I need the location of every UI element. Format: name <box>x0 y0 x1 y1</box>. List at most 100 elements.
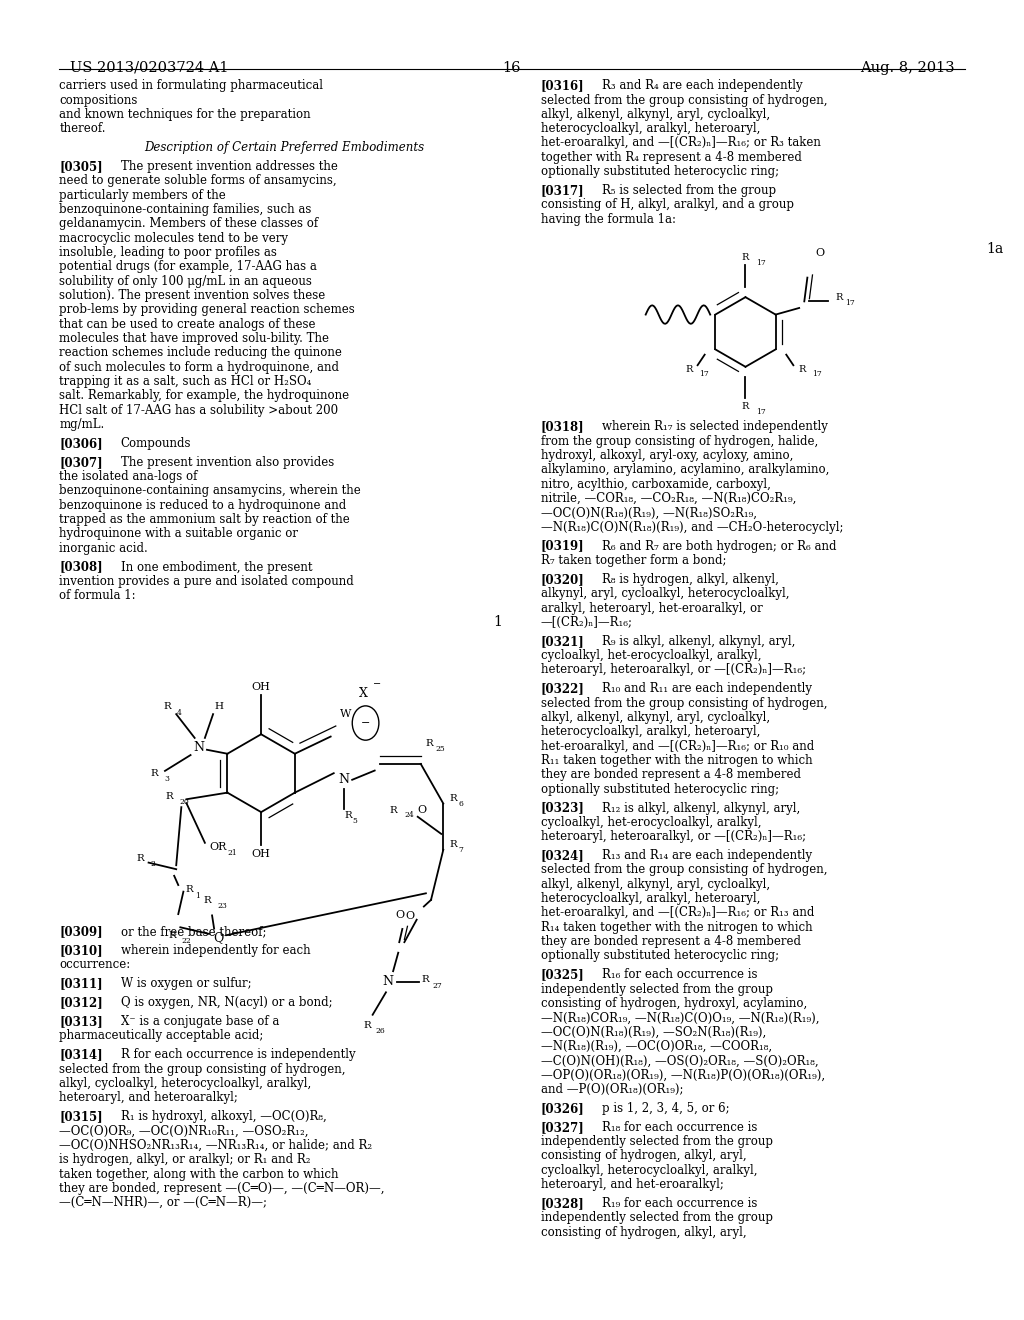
Text: macrocyclic molecules tend to be very: macrocyclic molecules tend to be very <box>59 232 289 244</box>
Text: alkyl, alkenyl, alkynyl, aryl, cycloalkyl,: alkyl, alkenyl, alkynyl, aryl, cycloalky… <box>541 878 770 891</box>
Text: Aug. 8, 2013: Aug. 8, 2013 <box>860 61 954 75</box>
Text: p is 1, 2, 3, 4, 5, or 6;: p is 1, 2, 3, 4, 5, or 6; <box>602 1102 730 1115</box>
Text: thereof.: thereof. <box>59 123 105 135</box>
Text: N: N <box>383 975 393 989</box>
Text: occurrence:: occurrence: <box>59 958 131 972</box>
Text: salt. Remarkably, for example, the hydroquinone: salt. Remarkably, for example, the hydro… <box>59 389 349 403</box>
Text: R₅ is selected from the group: R₅ is selected from the group <box>602 183 776 197</box>
Text: [0322]: [0322] <box>541 682 585 696</box>
Text: 1: 1 <box>195 891 200 900</box>
Text: cycloalkyl, heterocycloalkyl, aralkyl,: cycloalkyl, heterocycloalkyl, aralkyl, <box>541 1164 757 1176</box>
Text: In one embodiment, the present: In one embodiment, the present <box>121 561 312 574</box>
Text: taken together, along with the carbon to which: taken together, along with the carbon to… <box>59 1168 339 1180</box>
Text: —N(R₁₈)(R₁₉), —OC(O)OR₁₈, —COOR₁₈,: —N(R₁₈)(R₁₉), —OC(O)OR₁₈, —COOR₁₈, <box>541 1040 772 1053</box>
Text: —N(R₁₈)C(O)N(R₁₈)(R₁₉), and —CH₂O-heterocyclyl;: —N(R₁₈)C(O)N(R₁₈)(R₁₉), and —CH₂O-hetero… <box>541 520 843 533</box>
Text: [0321]: [0321] <box>541 635 585 648</box>
Text: The present invention also provides: The present invention also provides <box>121 455 334 469</box>
Text: [0317]: [0317] <box>541 183 585 197</box>
Text: —OC(O)N(R₁₈)(R₁₉), —SO₂N(R₁₈)(R₁₉),: —OC(O)N(R₁₈)(R₁₉), —SO₂N(R₁₈)(R₁₉), <box>541 1026 766 1039</box>
Text: R: R <box>137 854 144 863</box>
Text: insoluble, leading to poor profiles as: insoluble, leading to poor profiles as <box>59 246 278 259</box>
Text: het­eroaralkyl, and —[(CR₂)ₙ]—R₁₆; or R₃ taken: het­eroaralkyl, and —[(CR₂)ₙ]—R₁₆; or R₃… <box>541 136 820 149</box>
Text: independently selected from the group: independently selected from the group <box>541 982 773 995</box>
Text: Q is oxygen, NR, N(acyl) or a bond;: Q is oxygen, NR, N(acyl) or a bond; <box>121 997 333 1008</box>
Text: R₆ and R₇ are both hydrogen; or R₆ and: R₆ and R₇ are both hydrogen; or R₆ and <box>602 540 837 553</box>
Text: potential drugs (for example, 17-AAG has a: potential drugs (for example, 17-AAG has… <box>59 260 317 273</box>
Text: O: O <box>815 248 824 257</box>
Text: OH: OH <box>252 849 270 859</box>
Text: X: X <box>359 688 368 701</box>
Text: Q: Q <box>213 932 223 944</box>
Text: R₉ is alkyl, alkenyl, alkynyl, aryl,: R₉ is alkyl, alkenyl, alkynyl, aryl, <box>602 635 796 648</box>
Text: O: O <box>406 911 415 921</box>
Text: [0323]: [0323] <box>541 801 585 814</box>
Text: nitrile, —COR₁₈, —CO₂R₁₈, —N(R₁₈)CO₂R₁₉,: nitrile, —COR₁₈, —CO₂R₁₈, —N(R₁₈)CO₂R₁₉, <box>541 492 796 506</box>
Text: heteroaryl, heteroaralkyl, or —[(CR₂)ₙ]—R₁₆;: heteroaryl, heteroaralkyl, or —[(CR₂)ₙ]—… <box>541 830 806 843</box>
Text: [0318]: [0318] <box>541 421 585 433</box>
Text: R: R <box>185 884 194 894</box>
Text: R: R <box>344 812 351 821</box>
Text: 4: 4 <box>177 709 182 717</box>
Text: O: O <box>395 909 404 920</box>
Text: consisting of hydrogen, hydroxyl, acylamino,: consisting of hydrogen, hydroxyl, acylam… <box>541 997 807 1010</box>
Text: selected from the group consisting of hydrogen,: selected from the group consisting of hy… <box>541 697 827 710</box>
Text: O: O <box>418 805 427 816</box>
Text: nitro, acylthio, carboxamide, carboxyl,: nitro, acylthio, carboxamide, carboxyl, <box>541 478 770 491</box>
Text: independently selected from the group: independently selected from the group <box>541 1135 773 1148</box>
Text: The present invention addresses the: The present invention addresses the <box>121 160 338 173</box>
Text: [0326]: [0326] <box>541 1102 585 1115</box>
Text: heterocycloalkyl, aralkyl, heteroaryl,: heterocycloalkyl, aralkyl, heteroaryl, <box>541 123 760 135</box>
Text: carriers used in formulating pharmaceutical: carriers used in formulating pharmaceuti… <box>59 79 324 92</box>
Text: and known techniques for the preparation: and known techniques for the preparation <box>59 108 311 121</box>
Text: R: R <box>164 702 171 711</box>
Text: inorganic acid.: inorganic acid. <box>59 541 148 554</box>
Text: hydroquinone with a suitable organic or: hydroquinone with a suitable organic or <box>59 528 298 540</box>
Text: molecules that have improved solu­bility. The: molecules that have improved solu­bility… <box>59 331 330 345</box>
Text: X⁻ is a conjugate base of a: X⁻ is a conjugate base of a <box>121 1015 280 1028</box>
Text: mg/mL.: mg/mL. <box>59 418 104 430</box>
Text: R₁₆ for each occurrence is: R₁₆ for each occurrence is <box>602 969 758 981</box>
Text: R for each occurrence is independently: R for each occurrence is independently <box>121 1048 355 1061</box>
Text: wherein R₁₇ is selected independently: wherein R₁₇ is selected independently <box>602 421 828 433</box>
Text: —OC(O)N(R₁₈)(R₁₉), —N(R₁₈)SO₂R₁₉,: —OC(O)N(R₁₈)(R₁₉), —N(R₁₈)SO₂R₁₉, <box>541 507 757 519</box>
Text: HCl salt of 17-AAG has a solubility >about 200: HCl salt of 17-AAG has a solubility >abo… <box>59 404 339 417</box>
Text: [0314]: [0314] <box>59 1048 103 1061</box>
Text: het­eroaralkyl, and —[(CR₂)ₙ]—R₁₆; or R₁₃ and: het­eroaralkyl, and —[(CR₂)ₙ]—R₁₆; or R₁… <box>541 907 814 920</box>
Text: that can be used to create analogs of these: that can be used to create analogs of th… <box>59 318 315 330</box>
Text: 3: 3 <box>164 775 169 783</box>
Text: R: R <box>450 793 457 803</box>
Text: 21: 21 <box>227 849 238 858</box>
Text: they are bonded represent a 4-8 membered: they are bonded represent a 4-8 membered <box>541 935 801 948</box>
Text: geldanamycin. Members of these classes of: geldanamycin. Members of these classes o… <box>59 218 318 230</box>
Text: cycloalkyl, het­erocycloalkyl, aralkyl,: cycloalkyl, het­erocycloalkyl, aralkyl, <box>541 649 761 663</box>
Text: —OC(O)NHSO₂NR₁₃R₁₄, —NR₁₃R₁₄, or halide; and R₂: —OC(O)NHSO₂NR₁₃R₁₄, —NR₁₃R₁₄, or halide;… <box>59 1139 373 1152</box>
Text: selected from the group consisting of hydrogen,: selected from the group consisting of hy… <box>541 94 827 107</box>
Text: —(C═N—NHR)—, or —(C═N—R)—;: —(C═N—NHR)—, or —(C═N—R)—; <box>59 1196 267 1209</box>
Text: 1a: 1a <box>986 243 1004 256</box>
Text: from the group consisting of hydrogen, halide,: from the group consisting of hydrogen, h… <box>541 434 818 447</box>
Text: N: N <box>339 774 349 787</box>
Text: alkyl, alkenyl, alkynyl, aryl, cycloalkyl,: alkyl, alkenyl, alkynyl, aryl, cycloalky… <box>541 711 770 723</box>
Text: W: W <box>340 709 351 719</box>
Text: selected from the group consisting of hydrogen,: selected from the group consisting of hy… <box>541 863 827 876</box>
Text: H: H <box>214 702 223 711</box>
Text: OR: OR <box>209 842 226 851</box>
Text: benzoquinone-containing families, such as: benzoquinone-containing families, such a… <box>59 203 311 216</box>
Text: the isolated ana­logs of: the isolated ana­logs of <box>59 470 198 483</box>
Text: heterocycloalkyl, aralkyl, heteroaryl,: heterocycloalkyl, aralkyl, heteroaryl, <box>541 726 760 738</box>
Text: R: R <box>389 805 397 814</box>
Text: 6: 6 <box>459 800 464 808</box>
Text: heteroaryl, and heteroaralkyl;: heteroaryl, and heteroaralkyl; <box>59 1092 239 1105</box>
Text: having the formula 1a:: having the formula 1a: <box>541 213 676 226</box>
Text: [0308]: [0308] <box>59 561 103 574</box>
Text: selected from the group consisting of hydrogen,: selected from the group consisting of hy… <box>59 1063 346 1076</box>
Text: 1: 1 <box>493 615 502 628</box>
Text: R₇ taken together form a bond;: R₇ taken together form a bond; <box>541 554 726 566</box>
Text: pharmaceutically acceptable acid;: pharmaceutically acceptable acid; <box>59 1030 264 1043</box>
Text: −: − <box>373 680 381 689</box>
Text: R: R <box>422 974 429 983</box>
Text: benzoquinone is reduced to a hydroquinone and: benzoquinone is reduced to a hydroquinon… <box>59 499 347 512</box>
Text: [0310]: [0310] <box>59 944 103 957</box>
Text: 7: 7 <box>459 846 464 854</box>
Text: alkyl, cycloalkyl, heterocycloalkyl, aralkyl,: alkyl, cycloalkyl, heterocycloalkyl, ara… <box>59 1077 311 1090</box>
